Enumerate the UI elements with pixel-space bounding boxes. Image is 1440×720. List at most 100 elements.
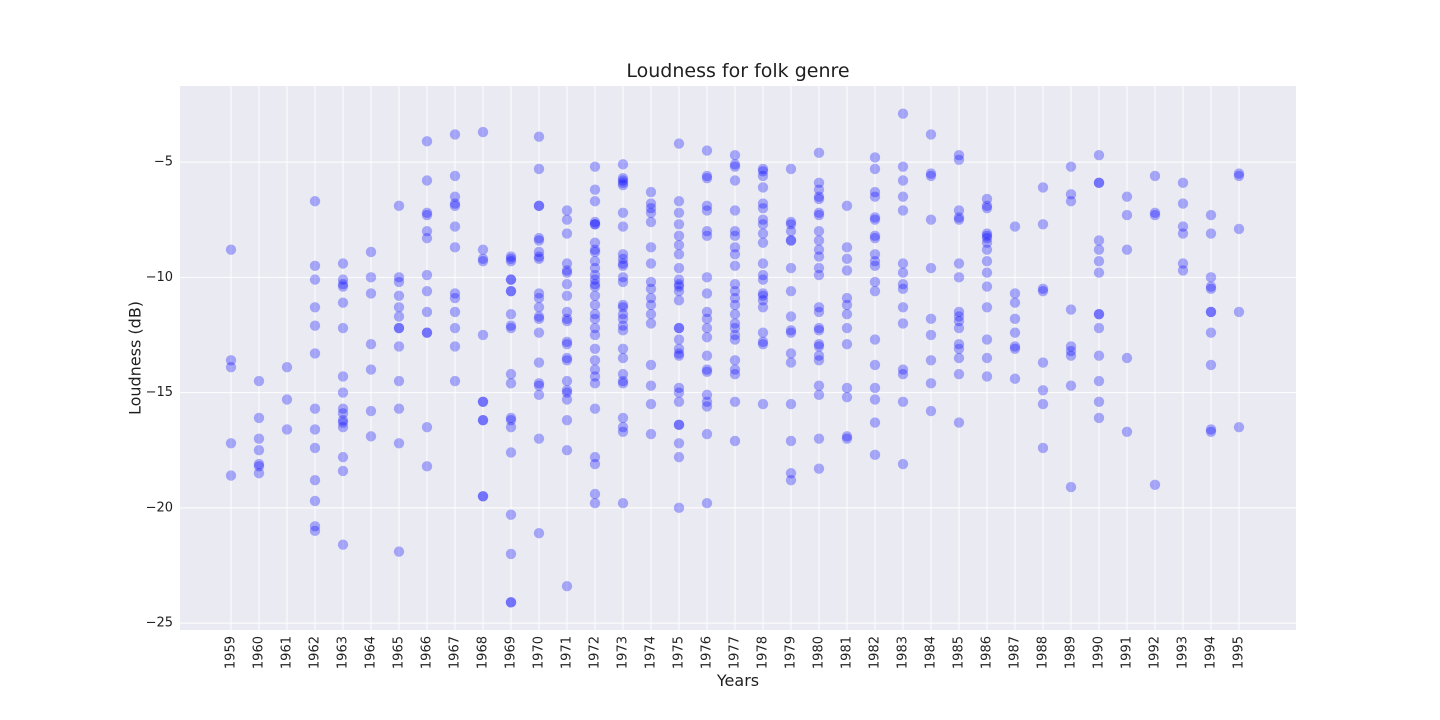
scatter-point	[505, 285, 517, 297]
scatter-point	[393, 272, 405, 283]
scatter-point	[505, 509, 517, 520]
scatter-point	[1093, 149, 1105, 161]
scatter-point	[561, 313, 573, 325]
scatter-point	[869, 255, 881, 267]
scatter-point	[869, 214, 881, 225]
scatter-point	[729, 161, 741, 172]
scatter-point	[617, 352, 629, 364]
scatter-point	[1093, 267, 1105, 278]
y-tick-label: −15	[146, 385, 173, 400]
scatter-point	[365, 246, 377, 258]
scatter-point	[981, 228, 993, 239]
scatter-point	[757, 258, 769, 269]
scatter-point	[281, 394, 293, 405]
scatter-point	[449, 375, 461, 387]
scatter-point	[813, 355, 825, 366]
scatter-point	[1177, 221, 1189, 232]
scatter-point	[869, 260, 881, 271]
x-tick-label: 1967	[448, 636, 463, 669]
x-tick-label: 1975	[672, 636, 687, 669]
scatter-point	[589, 290, 601, 301]
scatter-point	[645, 242, 657, 253]
scatter-point	[393, 322, 405, 334]
scatter-point	[813, 262, 825, 274]
scatter-point	[505, 421, 517, 433]
scatter-point	[813, 244, 825, 255]
scatter-point	[533, 433, 545, 444]
scatter-point	[533, 251, 545, 262]
x-tick-label: 1988	[1036, 636, 1051, 669]
scatter-point	[225, 355, 237, 366]
scatter-point	[813, 193, 825, 205]
scatter-point	[505, 320, 517, 331]
scatter-point	[925, 313, 937, 325]
scatter-point	[505, 251, 517, 262]
scatter-point	[729, 368, 741, 380]
scatter-point	[589, 184, 601, 195]
scatter-point	[281, 424, 293, 435]
x-tick-label: 1984	[924, 636, 939, 669]
scatter-point	[1149, 207, 1161, 218]
scatter-point	[589, 343, 601, 354]
x-tick-label: 1959	[224, 636, 239, 669]
scatter-point	[337, 451, 349, 463]
scatter-point	[981, 193, 993, 205]
scatter-point	[449, 170, 461, 182]
scatter-point	[505, 597, 517, 608]
scatter-point	[1009, 343, 1021, 354]
scatter-point	[337, 281, 349, 292]
x-tick-label: 1981	[840, 636, 855, 669]
scatter-point	[953, 315, 965, 327]
scatter-point	[953, 417, 965, 428]
scatter-point	[617, 253, 629, 265]
scatter-point	[673, 274, 685, 285]
scatter-point	[785, 398, 797, 410]
x-tick-label: 1962	[308, 636, 323, 669]
scatter-point	[617, 378, 629, 389]
scatter-point	[785, 311, 797, 322]
scatter-point	[813, 209, 825, 221]
scatter-point	[729, 205, 741, 216]
scatter-point	[1205, 281, 1217, 292]
scatter-point	[673, 334, 685, 345]
scatter-point	[505, 285, 517, 297]
scatter-point	[421, 327, 433, 338]
scatter-point	[785, 435, 797, 447]
scatter-point	[757, 338, 769, 350]
scatter-point	[981, 202, 993, 214]
scatter-point	[981, 267, 993, 278]
scatter-point	[981, 334, 993, 345]
scatter-point	[589, 281, 601, 292]
scatter-point	[953, 343, 965, 354]
y-tick-label: −25	[146, 616, 173, 631]
scatter-point	[1121, 352, 1133, 364]
scatter-point	[701, 389, 713, 401]
x-tick-label: 1961	[280, 636, 295, 669]
scatter-point	[589, 262, 601, 274]
scatter-point	[253, 468, 265, 479]
scatter-point	[1009, 327, 1021, 338]
scatter-point	[701, 313, 713, 325]
x-tick-label: 1976	[700, 636, 715, 669]
scatter-point	[813, 177, 825, 189]
scatter-point	[589, 299, 601, 311]
scatter-point	[1205, 359, 1217, 371]
scatter-point	[981, 230, 993, 242]
scatter-point	[757, 182, 769, 193]
scatter-point	[589, 451, 601, 463]
scatter-point	[1121, 244, 1133, 255]
scatter-point	[225, 438, 237, 449]
scatter-point	[645, 292, 657, 304]
scatter-point	[813, 306, 825, 318]
scatter-point	[561, 214, 573, 225]
scatter-point	[617, 313, 629, 325]
scatter-point	[225, 470, 237, 481]
scatter-point	[337, 258, 349, 269]
scatter-point	[1009, 297, 1021, 308]
scatter-point	[841, 200, 853, 212]
scatter-point	[869, 417, 881, 428]
scatter-point	[673, 262, 685, 274]
scatter-point	[673, 350, 685, 361]
scatter-point	[561, 581, 573, 592]
scatter-point	[505, 274, 517, 285]
